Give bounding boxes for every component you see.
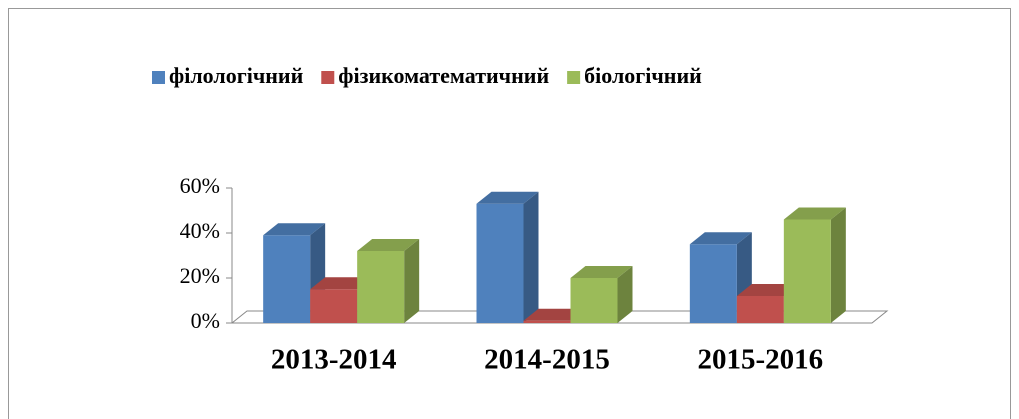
y-tick-label: 0% <box>191 308 220 333</box>
bar-top <box>476 191 539 204</box>
bar-top <box>570 266 633 278</box>
bar-top <box>523 308 586 321</box>
bar <box>783 207 846 323</box>
bar <box>476 191 539 323</box>
bar-front <box>736 296 784 323</box>
bar-front <box>310 289 358 323</box>
bar-top <box>783 207 846 220</box>
x-tick-label: 2013-2014 <box>271 344 397 376</box>
bar-front <box>263 235 311 323</box>
floor <box>230 310 889 324</box>
bar <box>570 266 633 323</box>
bar-front <box>783 219 831 323</box>
chart-border <box>8 8 1011 419</box>
x-tick-label: 2014-2015 <box>484 344 610 376</box>
bar-front <box>357 251 405 323</box>
x-tick-label: 2015-2016 <box>697 344 823 376</box>
bar-top <box>263 223 326 236</box>
bar-top <box>736 284 799 296</box>
legend-label: філологічний <box>169 63 304 88</box>
bar-side <box>404 239 420 323</box>
bar <box>357 239 420 323</box>
y-tick-label: 40% <box>180 218 220 243</box>
bar-front <box>476 203 524 323</box>
bar-side <box>830 207 846 323</box>
legend-label: біологічний <box>584 63 702 88</box>
legend-label: фізикоматематичний <box>338 63 549 88</box>
bar-front <box>570 278 618 323</box>
legend-swatch <box>567 71 581 84</box>
y-tick-label: 60% <box>180 173 220 198</box>
bar-top <box>357 239 420 251</box>
y-tick-label: 20% <box>180 263 220 288</box>
bar-side <box>523 191 539 323</box>
bar-top <box>310 277 373 290</box>
bar-side <box>617 266 633 323</box>
bar-top <box>689 232 752 245</box>
legend-swatch <box>321 71 335 84</box>
bar-front <box>523 320 571 323</box>
legend-swatch <box>152 71 165 84</box>
bar-front <box>689 244 737 323</box>
